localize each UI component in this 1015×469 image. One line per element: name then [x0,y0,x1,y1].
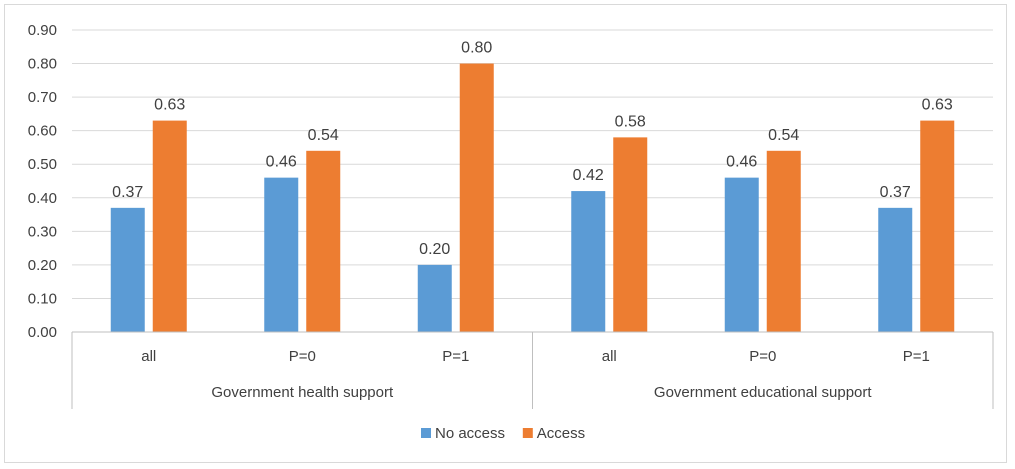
legend-swatch-no-access [421,428,431,438]
legend: No access Access [421,425,585,442]
y-tick-label: 0.90 [28,22,57,39]
y-tick-label: 0.50 [28,156,57,173]
bar-no-access [417,264,452,332]
data-label: 0.42 [573,167,604,184]
bar-access [152,120,187,332]
data-label: 0.20 [419,241,450,258]
bar-no-access [571,191,606,332]
bar-chart: 0.00 0.10 0.20 0.30 0.40 0.50 0.60 0.70 0.80 0.90… [28,22,994,442]
y-tick-label: 0.80 [28,56,57,73]
bar-access [766,150,801,332]
chart-frame: 0.00 0.10 0.20 0.30 0.40 0.50 0.60 0.70 0.80 0.90… [4,4,1007,463]
x-category-label: P=0 [749,348,776,365]
bar-no-access [264,177,299,332]
x-category-label: all [602,348,617,365]
legend-label-access: Access [537,425,585,442]
data-label: 0.58 [615,113,646,130]
y-axis-tick-labels: 0.00 0.10 0.20 0.30 0.40 0.50 0.60 0.70 0.80 0.90 [28,22,57,341]
y-tick-label: 0.70 [28,89,57,106]
data-label: 0.54 [768,127,799,144]
y-tick-label: 0.20 [28,257,57,274]
x-category-label: all [141,348,156,365]
y-tick-label: 0.10 [28,290,57,307]
bar-access [920,120,955,332]
data-labels: 0.37 0.63 0.46 0.54 0.20 0.80 0.42 0.58 0.46 0.54… [112,40,953,258]
x-axis: all P=0 P=1 all P=0 P=1 Government health supp… [71,331,994,409]
x-group-label: Government educational support [654,384,872,401]
data-label: 0.37 [112,184,143,201]
data-label: 0.54 [308,127,339,144]
bar-no-access [110,207,145,332]
bar-access [613,137,648,332]
y-tick-label: 0.00 [28,324,57,341]
data-label: 0.46 [266,154,297,171]
y-tick-label: 0.40 [28,190,57,207]
legend-swatch-access [522,428,533,438]
gridlines [72,29,993,299]
bar-no-access [724,177,759,332]
bar-access [459,63,494,333]
bars [110,63,955,333]
data-label: 0.80 [461,40,492,57]
bar-no-access [878,207,913,332]
data-label: 0.63 [154,97,185,114]
x-category-label: P=1 [442,348,469,365]
bar-access [306,150,341,332]
x-category-label: P=1 [903,348,930,365]
x-category-label: P=0 [289,348,316,365]
x-group-label: Government health support [211,384,394,401]
data-label: 0.37 [880,184,911,201]
data-label: 0.63 [922,97,953,114]
y-tick-label: 0.60 [28,123,57,140]
legend-label-no-access: No access [435,425,505,442]
data-label: 0.46 [726,154,757,171]
y-tick-label: 0.30 [28,223,57,240]
